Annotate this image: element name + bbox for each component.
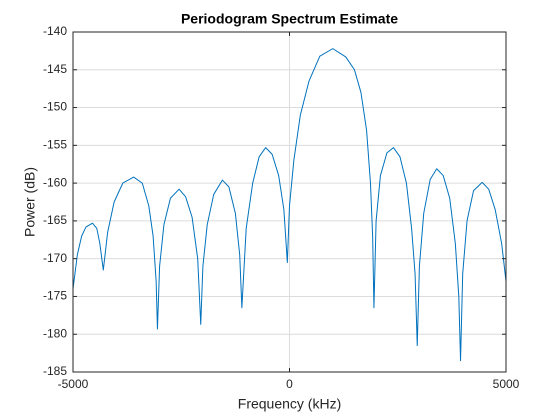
y-tick-label: -170 [43, 251, 67, 265]
y-tick-label: -145 [43, 62, 67, 76]
y-tick-label: -160 [43, 175, 67, 189]
x-tick-label: 5000 [493, 377, 520, 391]
x-tick-label: 0 [286, 377, 293, 391]
data-line [72, 48, 507, 362]
x-tick-label: -5000 [58, 377, 89, 391]
y-tick-label: -140 [43, 24, 67, 38]
y-tick-label: -150 [43, 100, 67, 114]
x-axis-label: Frequency (kHz) [238, 396, 341, 412]
y-tick-label: -180 [43, 326, 67, 340]
y-tick-label: -175 [43, 289, 67, 303]
y-tick-label: -165 [43, 213, 67, 227]
y-axis-label: Power (dB) [22, 167, 38, 237]
y-tick-label: -185 [43, 364, 67, 378]
y-tick-label: -155 [43, 138, 67, 152]
chart-title: Periodogram Spectrum Estimate [181, 11, 398, 27]
